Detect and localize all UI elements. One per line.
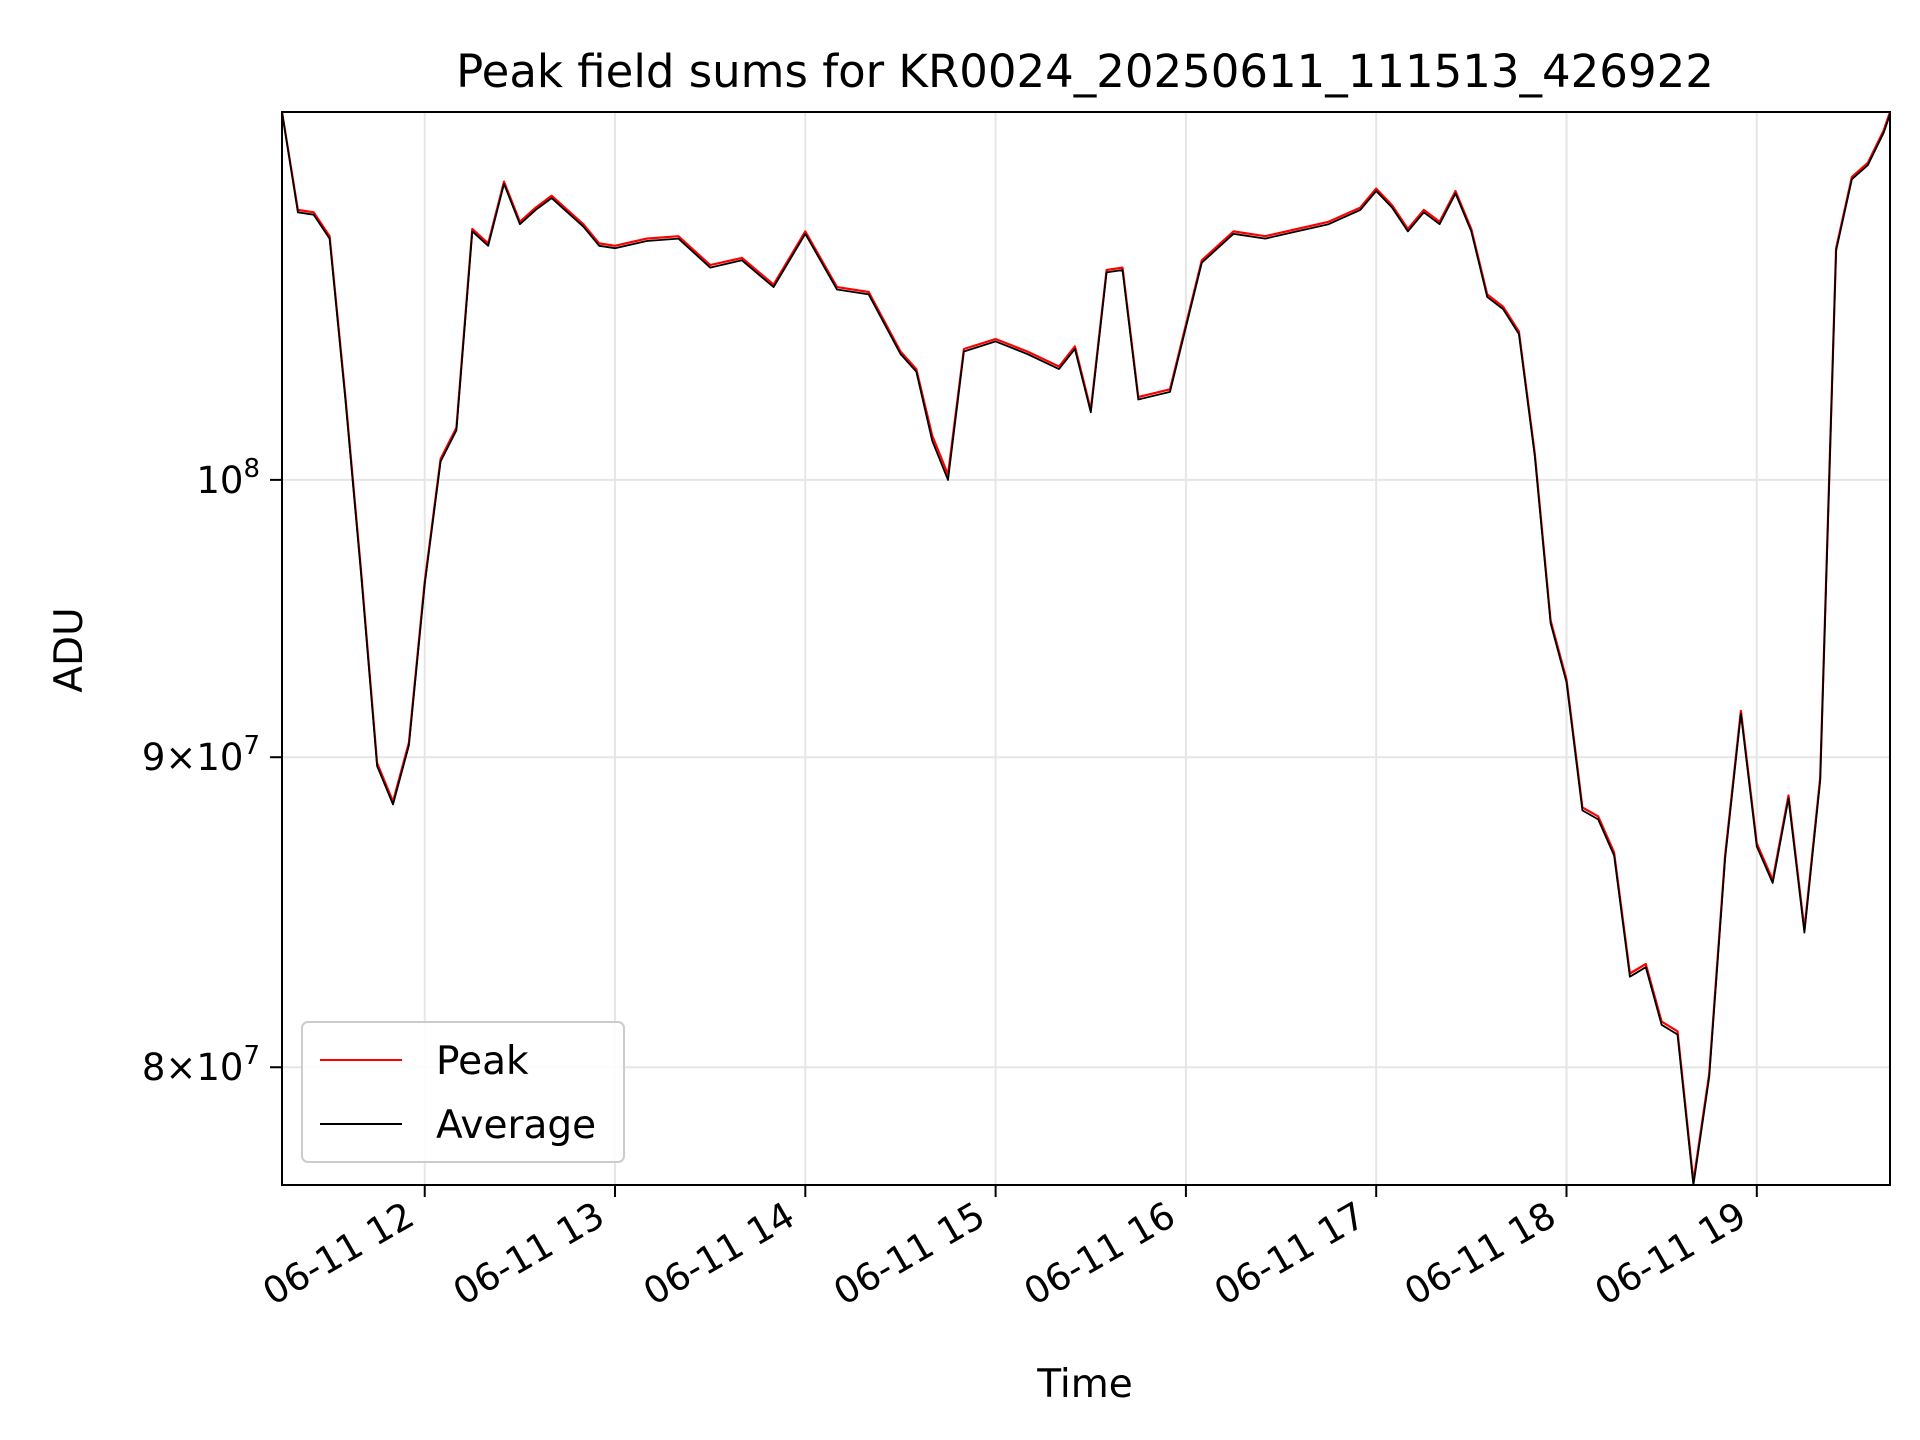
x-axis-label: Time <box>1036 1362 1132 1407</box>
y-tick-label: 108 <box>196 454 260 502</box>
series-line-average <box>282 112 1890 1185</box>
legend: Peak Average <box>301 1021 625 1163</box>
y-axis-label: ADU <box>47 607 92 692</box>
plot-frame <box>281 111 1891 1186</box>
chart-title: Peak field sums for KR0024_20250611_1115… <box>456 45 1714 98</box>
legend-label-peak: Peak <box>436 1039 529 1084</box>
series-lines <box>282 112 1890 1185</box>
y-axis-ticks: 8×107 9×107 108 <box>142 454 282 1089</box>
legend-box <box>301 1021 625 1163</box>
y-tick-label: 8×107 <box>142 1041 260 1089</box>
legend-label-average: Average <box>436 1103 596 1148</box>
y-tick-label: 9×107 <box>142 731 260 779</box>
